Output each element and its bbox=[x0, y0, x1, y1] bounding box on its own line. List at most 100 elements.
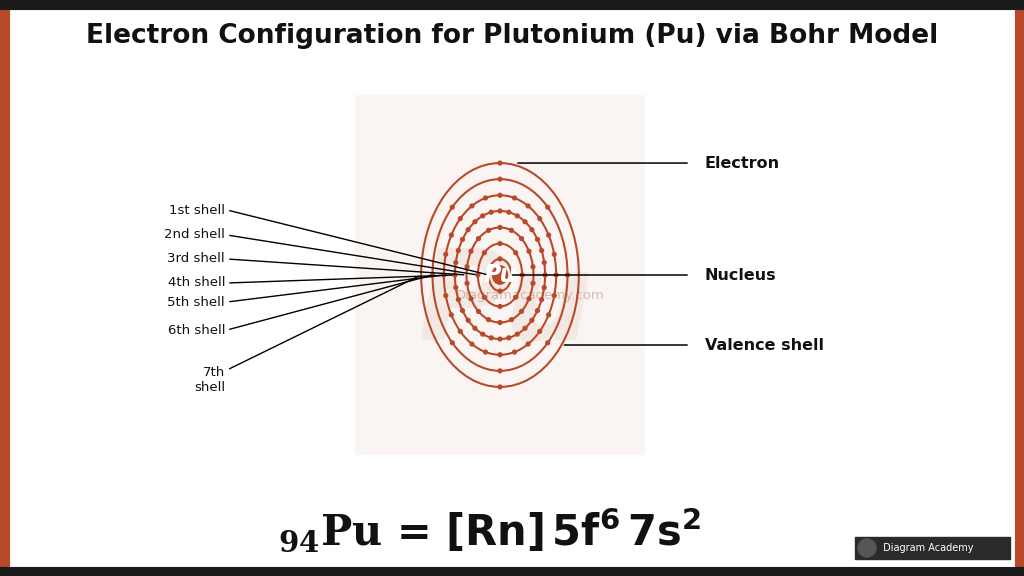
Circle shape bbox=[498, 257, 502, 261]
Circle shape bbox=[530, 228, 534, 232]
Circle shape bbox=[513, 196, 516, 200]
Text: Diagram Academy: Diagram Academy bbox=[880, 543, 974, 553]
Circle shape bbox=[546, 341, 550, 344]
Circle shape bbox=[457, 298, 460, 301]
Circle shape bbox=[547, 233, 551, 237]
Circle shape bbox=[498, 289, 502, 293]
Circle shape bbox=[547, 313, 551, 317]
Circle shape bbox=[481, 332, 484, 336]
Circle shape bbox=[514, 251, 517, 255]
Circle shape bbox=[498, 337, 502, 341]
Circle shape bbox=[483, 350, 487, 354]
Circle shape bbox=[498, 194, 502, 197]
Circle shape bbox=[515, 332, 519, 336]
Circle shape bbox=[498, 353, 502, 357]
Circle shape bbox=[498, 385, 502, 389]
Circle shape bbox=[515, 214, 519, 218]
Circle shape bbox=[466, 228, 470, 232]
Circle shape bbox=[527, 297, 530, 301]
Text: Electron: Electron bbox=[705, 156, 780, 170]
Circle shape bbox=[530, 319, 534, 322]
Circle shape bbox=[470, 342, 474, 346]
Circle shape bbox=[498, 226, 502, 229]
Circle shape bbox=[526, 342, 530, 346]
Circle shape bbox=[476, 273, 480, 277]
Circle shape bbox=[489, 210, 494, 214]
Circle shape bbox=[451, 341, 455, 344]
Circle shape bbox=[431, 273, 434, 277]
Circle shape bbox=[498, 321, 502, 324]
Circle shape bbox=[519, 309, 523, 313]
Circle shape bbox=[473, 327, 477, 330]
Text: 6th shell: 6th shell bbox=[168, 324, 225, 336]
Circle shape bbox=[476, 309, 480, 313]
Circle shape bbox=[858, 539, 876, 557]
Circle shape bbox=[552, 294, 556, 298]
Circle shape bbox=[498, 177, 502, 181]
Circle shape bbox=[540, 298, 544, 301]
Circle shape bbox=[454, 260, 458, 264]
Circle shape bbox=[459, 329, 462, 334]
Text: $\mathdefault{_{94}}$Pu = $\mathbf{[Rn]\,5f^{6}\,7s^{2}}$: $\mathdefault{_{94}}$Pu = $\mathbf{[Rn]\… bbox=[279, 506, 701, 554]
Circle shape bbox=[469, 297, 473, 301]
Circle shape bbox=[526, 204, 530, 208]
Text: 1st shell: 1st shell bbox=[169, 203, 225, 217]
Text: 7th
shell: 7th shell bbox=[194, 366, 225, 394]
Circle shape bbox=[531, 265, 535, 268]
Text: 5th shell: 5th shell bbox=[167, 295, 225, 309]
Circle shape bbox=[520, 273, 524, 277]
Circle shape bbox=[459, 217, 462, 221]
Text: Pu: Pu bbox=[483, 263, 517, 287]
Circle shape bbox=[473, 220, 477, 223]
Text: 3rd shell: 3rd shell bbox=[167, 252, 225, 266]
Circle shape bbox=[450, 233, 454, 237]
Circle shape bbox=[514, 295, 517, 299]
Circle shape bbox=[543, 273, 547, 277]
Circle shape bbox=[451, 205, 455, 209]
Bar bbox=[855, 537, 1010, 559]
Circle shape bbox=[519, 237, 523, 240]
Circle shape bbox=[498, 305, 502, 308]
Circle shape bbox=[510, 318, 513, 321]
Circle shape bbox=[552, 252, 556, 256]
Text: Pu: Pu bbox=[417, 244, 593, 366]
Circle shape bbox=[536, 237, 540, 241]
Circle shape bbox=[465, 265, 469, 268]
Circle shape bbox=[498, 161, 502, 165]
Circle shape bbox=[476, 237, 480, 240]
Circle shape bbox=[498, 242, 502, 245]
Circle shape bbox=[461, 237, 465, 241]
Circle shape bbox=[513, 350, 516, 354]
Circle shape bbox=[482, 251, 486, 255]
Circle shape bbox=[536, 309, 540, 312]
Circle shape bbox=[442, 273, 445, 277]
Circle shape bbox=[470, 204, 474, 208]
Circle shape bbox=[546, 205, 550, 209]
Circle shape bbox=[465, 281, 469, 285]
Circle shape bbox=[498, 209, 502, 213]
Circle shape bbox=[457, 249, 460, 252]
Circle shape bbox=[540, 249, 544, 252]
Circle shape bbox=[507, 336, 511, 340]
Circle shape bbox=[527, 249, 530, 253]
Circle shape bbox=[510, 229, 513, 232]
Circle shape bbox=[523, 327, 527, 330]
Circle shape bbox=[450, 313, 454, 317]
Circle shape bbox=[482, 295, 486, 299]
Circle shape bbox=[538, 329, 542, 334]
Circle shape bbox=[543, 260, 546, 264]
Text: Nucleus: Nucleus bbox=[705, 267, 776, 282]
Circle shape bbox=[538, 217, 542, 221]
Circle shape bbox=[469, 249, 473, 253]
Circle shape bbox=[454, 286, 458, 289]
Text: 2nd shell: 2nd shell bbox=[164, 229, 225, 241]
Circle shape bbox=[554, 273, 558, 277]
Text: Electron Configuration for Plutonium (Pu) via Bohr Model: Electron Configuration for Plutonium (Pu… bbox=[86, 23, 938, 49]
Circle shape bbox=[481, 214, 484, 218]
Circle shape bbox=[507, 210, 511, 214]
Circle shape bbox=[483, 196, 487, 200]
Circle shape bbox=[461, 309, 465, 312]
Circle shape bbox=[443, 294, 447, 298]
Circle shape bbox=[489, 336, 494, 340]
Circle shape bbox=[498, 369, 502, 373]
